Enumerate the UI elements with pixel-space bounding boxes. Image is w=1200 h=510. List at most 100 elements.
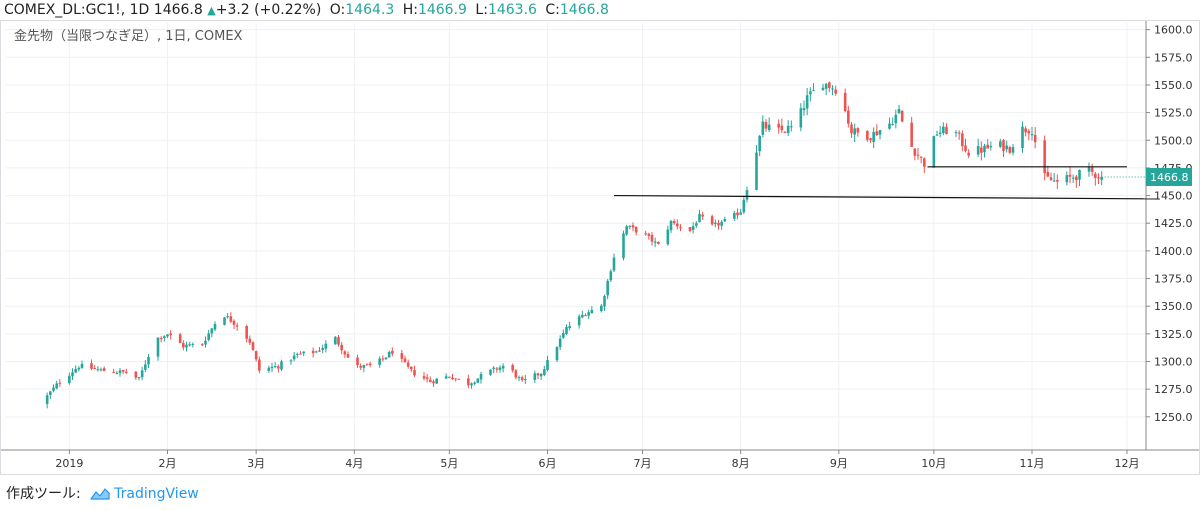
tradingview-logo-icon[interactable] [89,487,111,501]
candle-body[interactable] [821,87,825,91]
candle-body[interactable] [942,126,945,134]
candle-body[interactable] [736,212,739,216]
candle-body[interactable] [166,334,169,337]
candle-body[interactable] [235,325,239,327]
candle-body[interactable] [479,374,483,380]
candle-body[interactable] [894,114,898,124]
candle-body[interactable] [577,316,581,326]
candle-body[interactable] [983,145,986,153]
candle-body[interactable] [432,381,435,384]
candle-body[interactable] [422,376,426,379]
candle-body[interactable] [292,355,296,360]
candle-body[interactable] [606,280,609,296]
candle-body[interactable] [657,242,660,244]
candle-body[interactable] [723,219,727,222]
candle-body[interactable] [93,368,96,370]
candle-body[interactable] [539,373,543,377]
candle-body[interactable] [68,375,71,384]
candle-body[interactable] [1002,140,1005,151]
candle-body[interactable] [739,212,742,215]
candle-body[interactable] [1024,128,1027,133]
candle-body[interactable] [1008,147,1012,153]
candle-body[interactable] [410,366,413,370]
candle-body[interactable] [213,324,217,330]
candle-body[interactable] [891,124,894,126]
candle-body[interactable] [359,365,362,368]
candle-body[interactable] [52,387,55,391]
candle-body[interactable] [688,227,692,231]
candle-body[interactable] [413,369,416,376]
candle-body[interactable] [954,132,958,134]
chart-area[interactable]: 1600.01575.01550.01525.01500.01475.01450… [0,20,1200,475]
candle-body[interactable] [600,305,603,312]
candle-body[interactable] [761,121,765,135]
candle-body[interactable] [178,334,182,344]
candle-body[interactable] [334,336,337,345]
candle-body[interactable] [524,379,527,381]
candle-body[interactable] [989,145,993,148]
candle-body[interactable] [672,221,676,224]
candle-body[interactable] [536,373,540,376]
candle-body[interactable] [986,144,989,149]
candle-body[interactable] [454,378,457,380]
candle-body[interactable] [49,391,52,395]
candle-body[interactable] [679,227,682,229]
candle-body[interactable] [533,373,537,380]
candle-body[interactable] [622,233,625,259]
candle-body[interactable] [324,343,328,349]
candle-body[interactable] [568,326,571,329]
candle-body[interactable] [74,368,77,373]
candle-body[interactable] [362,364,366,368]
candle-body[interactable] [916,154,920,156]
candle-body[interactable] [80,363,84,368]
candle-body[interactable] [223,317,226,325]
candle-body[interactable] [492,367,495,369]
candle-body[interactable] [248,338,252,343]
price-chart[interactable]: 1600.01575.01550.01525.01500.01475.01450… [0,20,1200,475]
candle-body[interactable] [1078,170,1081,180]
candle-body[interactable] [425,377,429,380]
candle-body[interactable] [134,371,138,378]
candle-body[interactable] [457,378,461,380]
candle-body[interactable] [790,126,793,128]
candle-body[interactable] [1097,177,1100,179]
candle-body[interactable] [980,147,983,153]
candle-body[interactable] [495,368,499,370]
candle-body[interactable] [270,366,274,369]
candle-body[interactable] [302,351,305,354]
candle-body[interactable] [55,383,58,389]
candle-body[interactable] [378,358,381,365]
candle-body[interactable] [843,92,847,111]
candle-body[interactable] [232,320,236,325]
candle-body[interactable] [163,336,166,339]
candle-body[interactable] [847,110,850,124]
candle-body[interactable] [498,367,502,370]
candle-body[interactable] [923,158,926,167]
candle-body[interactable] [932,136,936,168]
candle-body[interactable] [299,353,302,355]
candle-body[interactable] [976,146,980,155]
candle-body[interactable] [429,379,432,383]
candle-body[interactable] [831,88,834,90]
candle-body[interactable] [315,351,318,353]
candle-body[interactable] [875,131,879,136]
candle-body[interactable] [913,148,917,156]
candle-body[interactable] [691,226,695,230]
candle-body[interactable] [957,132,961,134]
candle-body[interactable] [812,90,815,92]
candle-body[interactable] [767,124,771,131]
candle-body[interactable] [403,358,407,363]
candle-body[interactable] [321,348,324,351]
candle-body[interactable] [391,350,394,354]
candle-body[interactable] [144,364,147,370]
candle-body[interactable] [96,369,100,371]
candle-body[interactable] [356,357,359,366]
candle-body[interactable] [435,378,438,384]
candle-body[interactable] [159,338,163,340]
symbol-label[interactable]: COMEX_DL:GC1!, 1D [4,2,150,18]
candle-body[interactable] [587,312,590,316]
candle-body[interactable] [669,220,673,231]
candle-body[interactable] [406,362,410,367]
candle-body[interactable] [125,371,128,373]
candle-body[interactable] [1033,135,1037,143]
